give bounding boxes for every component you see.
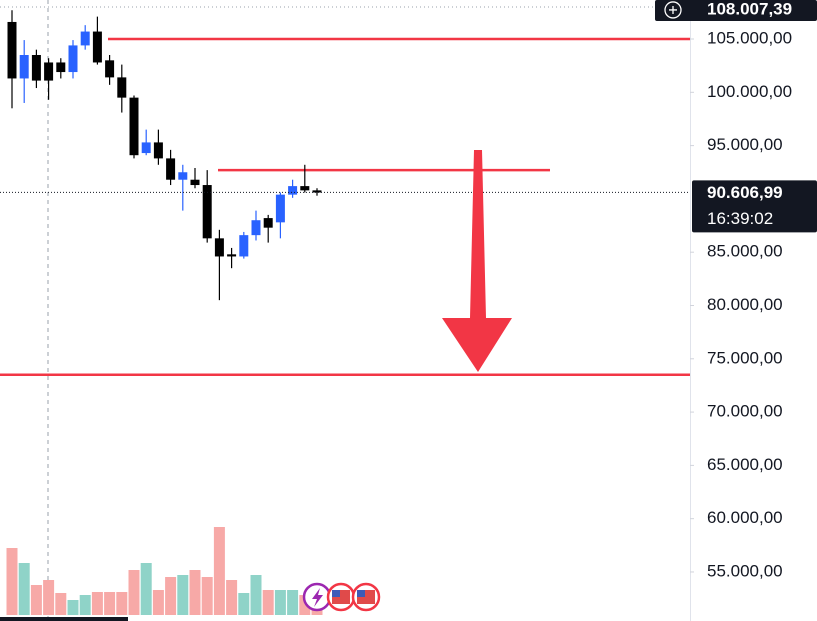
candle-body bbox=[239, 235, 249, 257]
volume-bar bbox=[238, 593, 250, 615]
candle-body bbox=[19, 55, 29, 79]
event-icons bbox=[302, 582, 381, 612]
candle-body bbox=[166, 158, 176, 180]
volume-bar bbox=[67, 600, 79, 615]
candle-body bbox=[178, 172, 188, 180]
candle-body bbox=[214, 238, 224, 257]
y-tick-label: 65.000,00 bbox=[707, 455, 783, 474]
volume-bar bbox=[128, 570, 140, 615]
candle-body bbox=[202, 185, 212, 239]
volume-bar bbox=[201, 577, 213, 615]
candle-body bbox=[312, 190, 322, 193]
volume-bar bbox=[287, 590, 299, 615]
y-tick-label: 95.000,00 bbox=[707, 135, 783, 154]
volume-bar bbox=[250, 575, 262, 615]
candle-body bbox=[68, 45, 78, 73]
candle-body bbox=[141, 142, 151, 154]
scrollbar bbox=[0, 617, 128, 621]
volume-bar bbox=[299, 595, 311, 615]
plus-icon bbox=[664, 1, 682, 19]
candle-body bbox=[263, 218, 273, 228]
volume-bar bbox=[79, 595, 91, 615]
candle-body bbox=[251, 220, 261, 236]
candle-body bbox=[7, 21, 17, 79]
plus-icon bbox=[669, 5, 677, 14]
volume-bar bbox=[104, 592, 116, 615]
candle-body bbox=[275, 194, 285, 223]
icon bbox=[312, 588, 323, 607]
volume-bar bbox=[152, 590, 164, 615]
y-tick-label: 60.000,00 bbox=[707, 508, 783, 527]
volume-bar bbox=[262, 590, 274, 615]
y-tick-label: 70.000,00 bbox=[707, 402, 783, 421]
plot bbox=[0, 6, 690, 615]
countdown-label: 16:39:02 bbox=[707, 209, 773, 228]
icon bbox=[332, 590, 340, 597]
y-tick-label: 55.000,00 bbox=[707, 561, 783, 580]
candle-body bbox=[117, 77, 127, 98]
price-box bbox=[692, 180, 817, 233]
candle-body bbox=[227, 254, 237, 257]
high-label: 108.007,39 bbox=[707, 0, 792, 18]
volume-bar bbox=[18, 563, 30, 615]
candle-body bbox=[31, 55, 41, 81]
volume-bar bbox=[55, 593, 67, 615]
candle-body bbox=[153, 142, 163, 159]
volume-bar bbox=[6, 548, 18, 615]
volume-bar bbox=[226, 580, 238, 615]
arrow bbox=[442, 150, 512, 372]
y-tick-label: 85.000,00 bbox=[707, 242, 783, 261]
down-arrow bbox=[442, 150, 512, 372]
volume-bar bbox=[177, 575, 189, 615]
candle-body bbox=[80, 31, 90, 46]
volume-bar bbox=[30, 585, 42, 615]
icon bbox=[357, 590, 365, 597]
volume-bar bbox=[116, 592, 128, 615]
volume-bar bbox=[274, 590, 286, 615]
candle-body bbox=[300, 186, 310, 191]
volume-bar bbox=[213, 527, 225, 615]
price-axis: 105.000,00 100.000,00 95.000,00 85.000,00 80… bbox=[655, 0, 817, 580]
candle-body bbox=[288, 186, 298, 195]
candle-body bbox=[44, 62, 54, 81]
y-tick-label: 75.000,00 bbox=[707, 348, 783, 367]
volume-bar bbox=[43, 580, 55, 615]
volume-bar bbox=[165, 577, 177, 615]
volume-bar bbox=[91, 592, 103, 615]
volume-bar bbox=[140, 563, 152, 615]
candle-body bbox=[56, 62, 66, 73]
y-tick-label: 80.000,00 bbox=[707, 295, 783, 314]
candle-body bbox=[105, 60, 115, 78]
high-box bbox=[655, 0, 817, 21]
y-tick-label: 100.000,00 bbox=[707, 82, 792, 101]
last-price-label: 90.606,99 bbox=[707, 183, 783, 202]
y-tick-label: 105.000,00 bbox=[707, 28, 792, 47]
candle-body bbox=[190, 179, 200, 186]
candle-body bbox=[129, 97, 139, 156]
volume-bar bbox=[189, 570, 201, 615]
candle-body bbox=[92, 31, 102, 63]
